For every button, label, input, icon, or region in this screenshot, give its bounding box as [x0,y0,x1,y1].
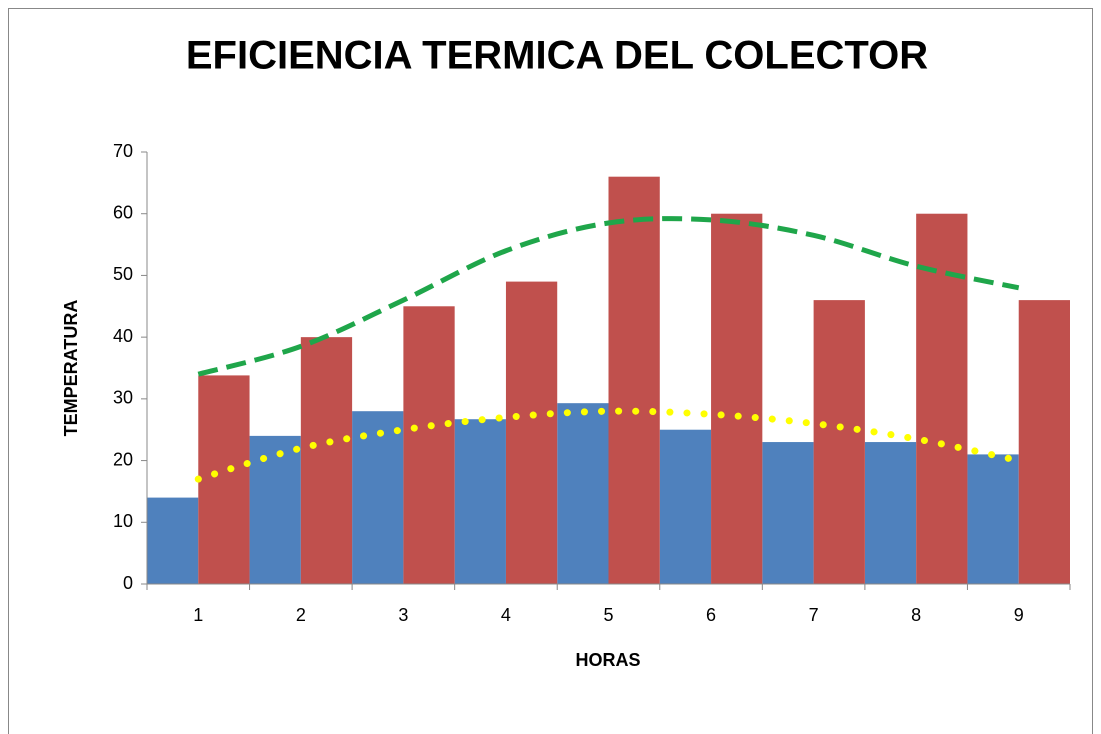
x-axis-label: HORAS [575,650,640,670]
bar [608,176,660,584]
bar [762,442,814,584]
trendline [194,407,1023,483]
y-tick-label: 40 [113,326,133,346]
y-tick-label: 10 [113,511,133,531]
y-tick-label: 60 [113,202,133,222]
x-tick-label: 8 [911,605,921,625]
x-tick-label: 5 [603,605,613,625]
bar [505,281,558,584]
y-tick-label: 30 [113,388,133,408]
bar [1018,300,1070,584]
y-tick-label: 70 [113,141,133,161]
x-tick-label: 6 [706,605,716,625]
x-tick-label: 3 [398,605,408,625]
y-axis-label: TEMPERATURA [61,300,81,437]
chart-title: EFICIENCIA TERMICA DEL COLECTOR [186,34,928,78]
bar [300,337,353,584]
bar [147,497,199,584]
y-tick-label: 20 [113,449,133,469]
y-tick-label: 0 [123,573,133,593]
bar [454,419,506,584]
bar [249,435,301,584]
x-tick-label: 4 [501,605,511,625]
bar [198,375,250,584]
x-tick-label: 9 [1014,605,1024,625]
bar [659,429,712,584]
bar [352,411,404,584]
y-tick-label: 50 [113,264,133,284]
x-tick-label: 2 [296,605,306,625]
bar [711,213,763,584]
bar [557,403,609,584]
trendline [197,216,1020,377]
x-tick-label: 7 [809,605,819,625]
bar [813,300,865,584]
bar [967,454,1019,584]
bar [403,306,455,584]
bar [864,442,917,584]
x-tick-label: 1 [193,605,203,625]
